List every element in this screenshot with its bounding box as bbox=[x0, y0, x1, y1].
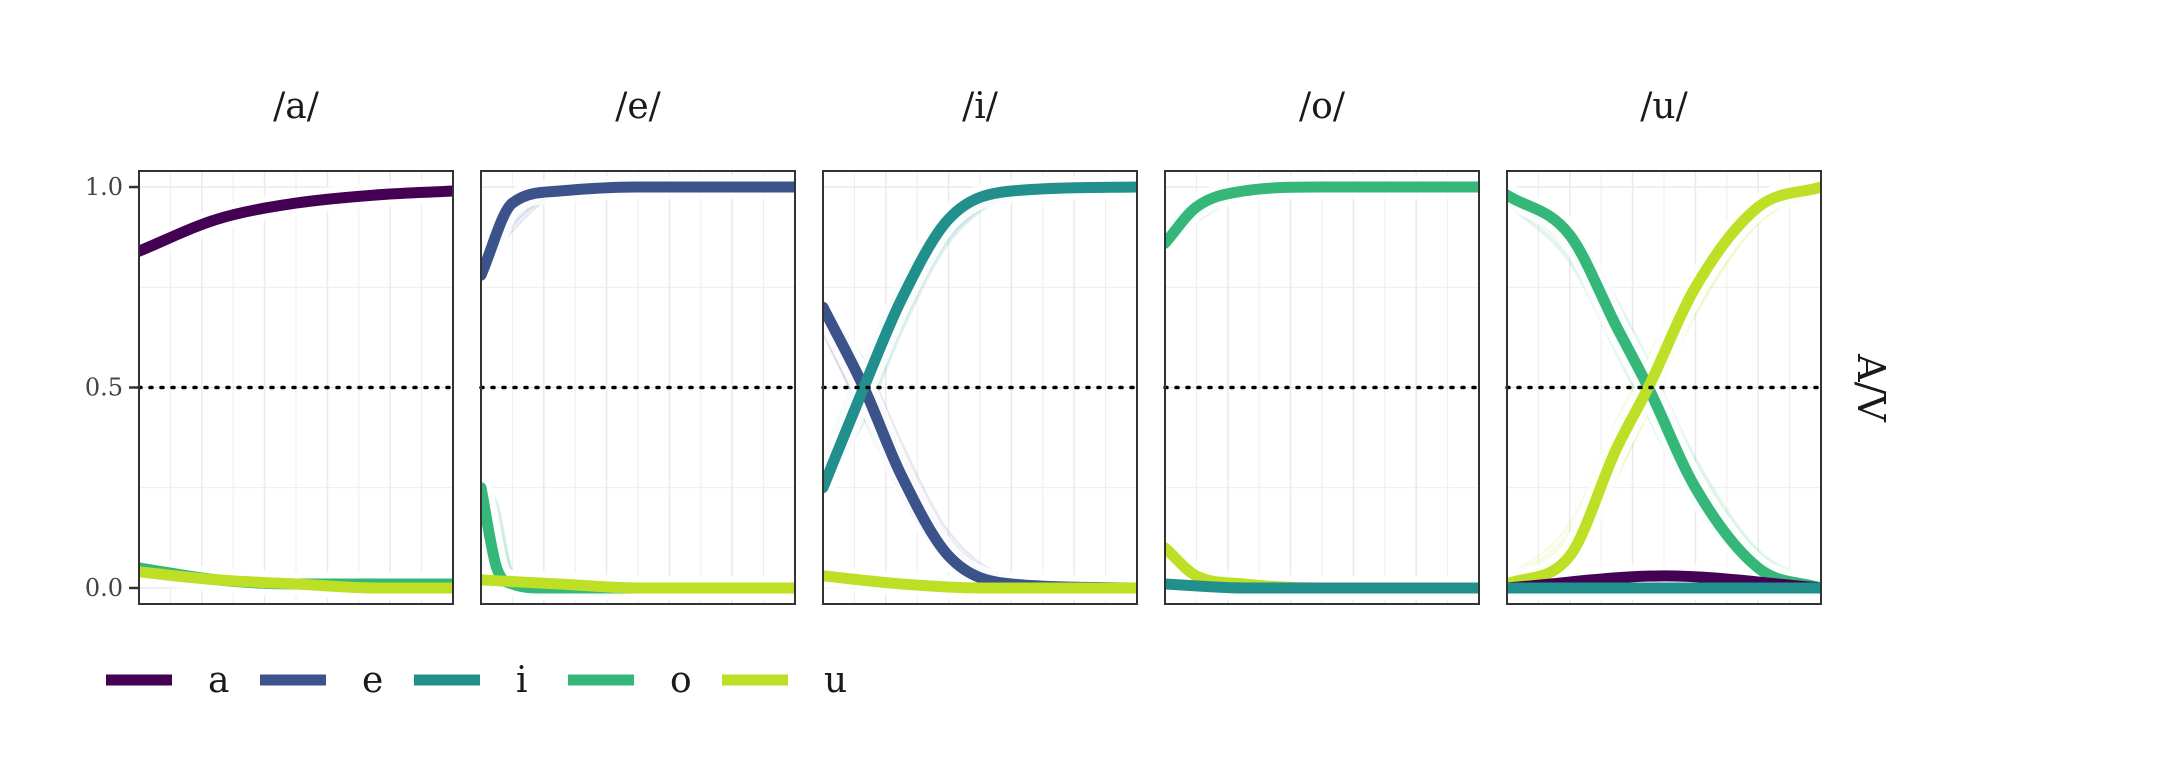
panel-lines bbox=[1507, 175, 1821, 601]
y-tick-label: 1.0 bbox=[85, 173, 123, 201]
right-strip-label: A/V bbox=[1849, 353, 1893, 422]
legend-item: o bbox=[568, 660, 692, 701]
facet-panel: /o/ bbox=[1163, 86, 1481, 605]
y-tick-label: 0.0 bbox=[85, 574, 123, 602]
series-line-a bbox=[139, 185, 453, 257]
legend-label: o bbox=[670, 660, 692, 701]
y-axis: 0.0 0.5 1.0 bbox=[85, 173, 139, 602]
series-line-i bbox=[1165, 578, 1479, 594]
panel-lines bbox=[1165, 174, 1479, 601]
facet-panel: /e/ bbox=[479, 86, 797, 605]
series-line-u bbox=[481, 574, 795, 594]
series-line-u bbox=[139, 566, 453, 594]
facet-title: /o/ bbox=[1299, 86, 1346, 127]
panel-border bbox=[480, 170, 796, 605]
legend-item: i bbox=[414, 660, 528, 701]
facet-title: /u/ bbox=[1640, 86, 1688, 127]
panel-lines bbox=[481, 174, 795, 601]
panel-border bbox=[1164, 170, 1480, 605]
legend-label: e bbox=[362, 660, 383, 701]
series-line-i bbox=[823, 181, 1137, 494]
legend-item: a bbox=[106, 660, 229, 701]
panel-lines bbox=[823, 175, 1137, 601]
legend-label: a bbox=[208, 660, 229, 701]
facet-panel: /a/ bbox=[137, 86, 455, 605]
panel-border bbox=[1506, 170, 1822, 605]
facet-title: /e/ bbox=[615, 86, 661, 127]
legend-item: e bbox=[260, 660, 383, 701]
facet-title: /i/ bbox=[962, 86, 999, 127]
panel-lines bbox=[139, 179, 453, 601]
facet-panel: /u/ bbox=[1505, 86, 1823, 605]
series-line-e bbox=[481, 181, 795, 281]
legend-label: u bbox=[824, 660, 847, 701]
legend-label: i bbox=[516, 660, 528, 701]
facet-title: /a/ bbox=[273, 86, 320, 127]
panel-border bbox=[822, 170, 1138, 605]
y-tick-label: 0.5 bbox=[85, 374, 123, 402]
facet-panel: /i/ bbox=[821, 86, 1139, 605]
panels-layer: /a/ /e/ /i/ /o/ /u/ bbox=[137, 86, 1823, 605]
series-line-o bbox=[1165, 181, 1479, 249]
legend-item: u bbox=[722, 660, 847, 701]
series-line-u bbox=[823, 570, 1137, 594]
